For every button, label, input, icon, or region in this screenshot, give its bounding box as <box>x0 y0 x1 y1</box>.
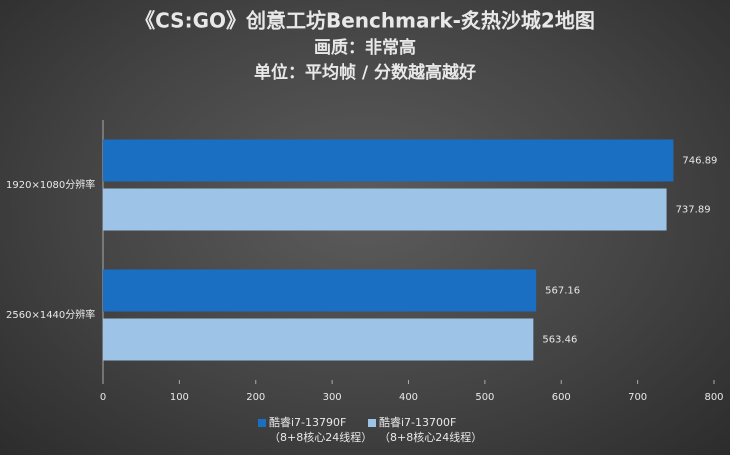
y-tick-label: 1920×1080分辨率 <box>6 178 95 191</box>
value-label: 563.46 <box>542 335 577 346</box>
chart-title: 《CS:GO》创意工坊Benchmark-炙热沙城2地图 <box>135 9 595 33</box>
chart-subtitle: 画质：非常高 <box>314 37 416 58</box>
x-tick-label: 200 <box>246 392 265 403</box>
x-tick-label: 700 <box>628 392 647 403</box>
value-label: 737.89 <box>676 205 711 216</box>
y-tick-label: 2560×1440分辨率 <box>6 308 95 321</box>
x-tick-label: 300 <box>323 392 342 403</box>
x-tick-label: 100 <box>170 392 189 403</box>
legend-label: 酷睿i7-13700F （8+8核心24线程） <box>379 416 483 444</box>
x-tick-label: 500 <box>475 392 494 403</box>
x-tick-label: 800 <box>704 392 723 403</box>
legend-swatch <box>258 419 266 427</box>
x-tick-label: 400 <box>399 392 418 403</box>
bar <box>103 139 674 182</box>
x-tick-label: 600 <box>552 392 571 403</box>
bar <box>103 318 534 361</box>
bar <box>103 188 667 231</box>
bar <box>103 269 537 312</box>
value-label: 567.16 <box>545 286 580 297</box>
legend-label: 酷睿i7-13790F （8+8核心24线程） <box>269 416 373 444</box>
chart-subtitle: 单位：平均帧 / 分数越高越好 <box>254 62 476 83</box>
legend-swatch <box>368 419 376 427</box>
value-label: 746.89 <box>682 156 717 167</box>
x-tick-label: 0 <box>100 392 106 403</box>
